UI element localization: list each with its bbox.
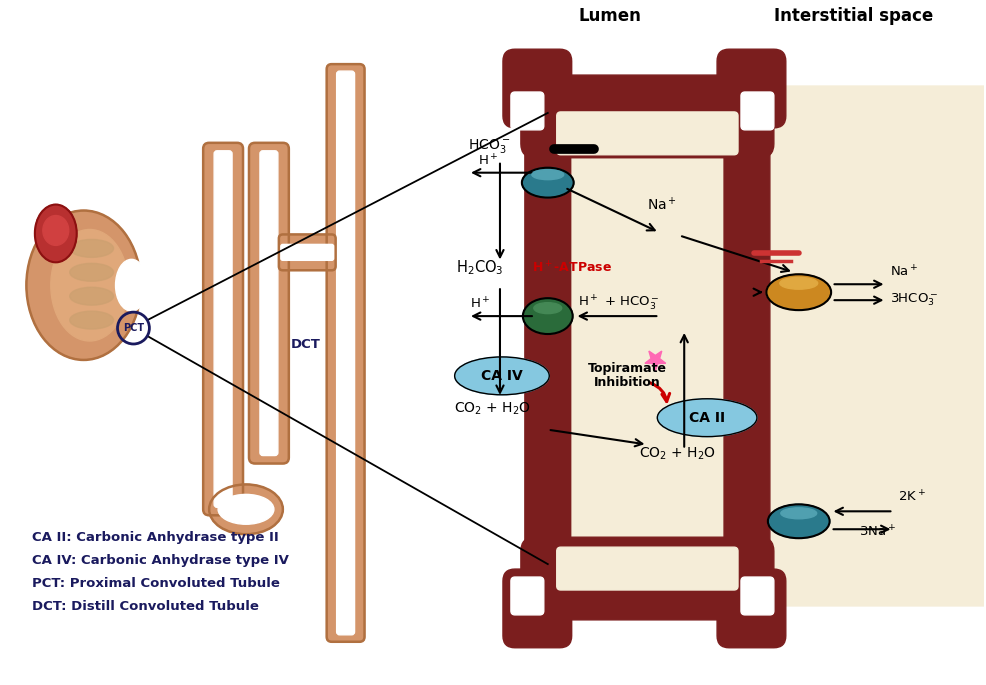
Text: CA IV: CA IV	[481, 369, 523, 383]
Ellipse shape	[115, 260, 148, 311]
FancyBboxPatch shape	[326, 64, 365, 642]
Ellipse shape	[768, 504, 829, 538]
Ellipse shape	[780, 277, 817, 289]
FancyBboxPatch shape	[336, 71, 355, 635]
Ellipse shape	[70, 263, 113, 282]
FancyBboxPatch shape	[203, 142, 243, 515]
FancyBboxPatch shape	[556, 86, 739, 606]
FancyBboxPatch shape	[521, 75, 774, 158]
FancyBboxPatch shape	[525, 81, 571, 611]
Text: Na$^+$: Na$^+$	[890, 264, 919, 279]
Text: 3HCO$_3^-$: 3HCO$_3^-$	[890, 291, 939, 308]
FancyBboxPatch shape	[557, 112, 738, 155]
FancyBboxPatch shape	[214, 151, 232, 508]
Ellipse shape	[51, 229, 128, 341]
Ellipse shape	[70, 240, 113, 258]
Text: H$^+$-ATPase: H$^+$-ATPase	[531, 260, 612, 275]
FancyBboxPatch shape	[741, 92, 774, 130]
Ellipse shape	[35, 205, 77, 262]
FancyBboxPatch shape	[511, 577, 544, 615]
Text: HCO$_3^-$: HCO$_3^-$	[468, 137, 511, 155]
Ellipse shape	[531, 170, 564, 179]
Ellipse shape	[455, 357, 549, 395]
Text: H$^+$: H$^+$	[470, 296, 491, 311]
Ellipse shape	[766, 274, 831, 310]
Ellipse shape	[209, 484, 283, 534]
Text: Topiramate: Topiramate	[588, 362, 667, 375]
Text: Inhibition: Inhibition	[595, 376, 661, 389]
FancyBboxPatch shape	[279, 234, 335, 271]
Text: Interstitial space: Interstitial space	[774, 8, 933, 25]
Text: PCT: Proximal Convoluted Tubule: PCT: Proximal Convoluted Tubule	[32, 577, 280, 590]
Ellipse shape	[27, 210, 141, 360]
Text: DCT: DCT	[291, 338, 320, 351]
Text: Lumen: Lumen	[578, 8, 641, 25]
Ellipse shape	[523, 298, 573, 334]
Text: CA II: CA II	[689, 411, 725, 425]
Text: PCT: PCT	[123, 323, 144, 333]
FancyBboxPatch shape	[249, 142, 289, 464]
Text: H$^+$: H$^+$	[478, 153, 499, 169]
FancyBboxPatch shape	[741, 577, 774, 615]
FancyBboxPatch shape	[521, 537, 774, 620]
Text: 2K$^+$: 2K$^+$	[898, 489, 926, 504]
Text: CA IV: Carbonic Anhydrase type IV: CA IV: Carbonic Anhydrase type IV	[32, 554, 289, 567]
Ellipse shape	[522, 168, 574, 197]
Text: H$_2$CO$_3$: H$_2$CO$_3$	[457, 258, 504, 277]
Ellipse shape	[658, 399, 757, 436]
FancyBboxPatch shape	[755, 86, 986, 606]
Text: CO$_2$ + H$_2$O: CO$_2$ + H$_2$O	[639, 445, 717, 462]
Text: DCT: Distill Convoluted Tubule: DCT: Distill Convoluted Tubule	[32, 600, 258, 613]
Text: 3Na$^+$: 3Na$^+$	[859, 524, 895, 539]
FancyBboxPatch shape	[260, 151, 278, 456]
Polygon shape	[645, 351, 666, 371]
FancyBboxPatch shape	[717, 569, 786, 648]
FancyBboxPatch shape	[503, 569, 572, 648]
FancyBboxPatch shape	[717, 49, 786, 128]
FancyBboxPatch shape	[503, 49, 572, 128]
Ellipse shape	[781, 508, 816, 519]
Ellipse shape	[70, 311, 113, 329]
Text: Na$^+$: Na$^+$	[648, 196, 677, 214]
Text: H$^+$ + HCO$_3^-$: H$^+$ + HCO$_3^-$	[578, 293, 660, 312]
Text: CO$_2$ + H$_2$O: CO$_2$ + H$_2$O	[455, 401, 531, 417]
FancyBboxPatch shape	[557, 547, 738, 590]
FancyBboxPatch shape	[724, 81, 770, 611]
Ellipse shape	[218, 495, 274, 524]
FancyBboxPatch shape	[281, 245, 333, 260]
Ellipse shape	[533, 303, 562, 314]
Ellipse shape	[70, 287, 113, 305]
Text: CA II: Carbonic Anhydrase type II: CA II: Carbonic Anhydrase type II	[32, 532, 279, 544]
Ellipse shape	[42, 216, 69, 245]
FancyBboxPatch shape	[511, 92, 544, 130]
